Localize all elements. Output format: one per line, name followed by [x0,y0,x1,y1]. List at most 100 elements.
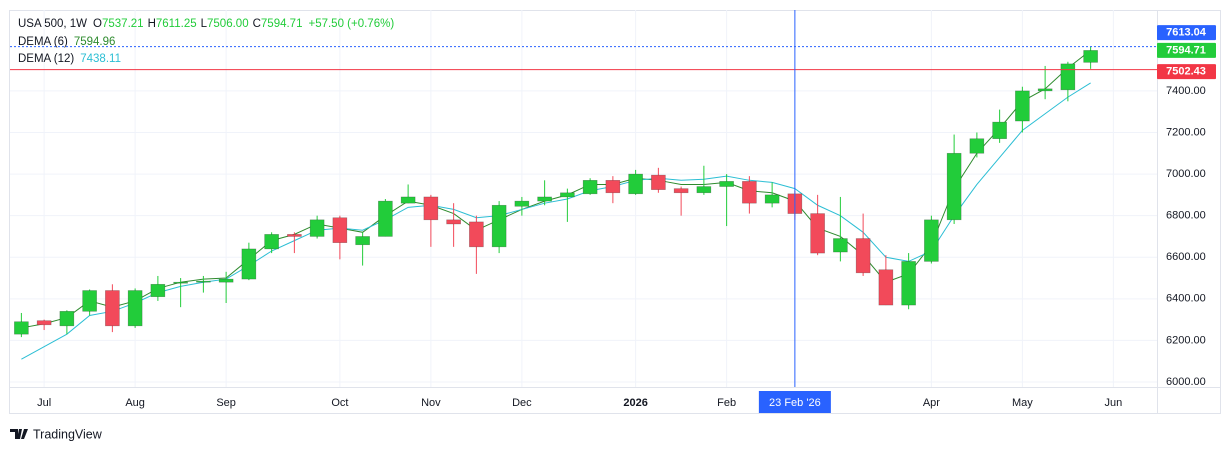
legend-name: DEMA (12) [18,53,74,65]
candle-body [196,280,211,283]
x-tick-label: Aug [125,397,145,409]
candle-body [560,192,575,198]
candle-body [446,219,461,225]
candle-body [742,181,757,204]
ohlc-value: 7611.25 [156,18,197,30]
crosshair-price-box [1157,25,1216,41]
crosshair-date-label: 23 Feb '26 [769,397,821,409]
candle-body [696,186,712,194]
ohlc-value: 7506.00 [207,18,249,30]
x-tick-label: Jun [1105,397,1123,409]
candle-body [1083,50,1098,63]
candle-body [992,121,1007,140]
candle-body [150,283,166,298]
candle-body [719,181,734,187]
candle-body [946,152,962,221]
branding: TradingView [10,427,103,441]
y-tick-label: 7200.00 [1166,126,1206,138]
candle-body [582,180,598,195]
dema-line [21,82,1091,360]
candle-body [469,221,484,248]
candle-body [810,213,825,254]
header: USA 500, 1W O7537.21 H7611.25 L7506.00 C7594… [18,18,394,30]
legend-entry: DEMA (6) 7594.96 [18,36,115,48]
legend: USA 500, 1W O7537.21 H7611.25 L7506.00 C7594… [18,18,394,65]
candle-body [82,290,97,312]
candle-body [127,290,143,327]
candle-body [241,248,257,280]
crosshair-date-box [758,391,831,413]
last-price-box [1157,42,1216,58]
candle-body [514,200,530,207]
y-tick-label: 6000.00 [1166,376,1206,388]
candle-body [400,196,416,204]
candle-body [423,196,439,221]
ohlc-value: 7537.21 [102,18,144,30]
candle-body [14,321,29,335]
y-tick-label: 6200.00 [1166,334,1206,346]
logo [10,429,28,439]
chart-frame [9,10,1221,414]
candle-body [628,173,643,195]
candle-body [218,278,234,283]
y-tick-label: 7000.00 [1166,168,1206,180]
legend-value: 7594.96 [74,36,116,48]
x-tick-label: Feb [717,397,736,409]
candle-body [287,234,302,237]
candle-body [309,219,325,237]
x-tick-label: Nov [421,397,441,409]
candle-body [332,217,348,243]
legend-name: DEMA (6) [18,36,68,48]
candle-body [1060,63,1076,91]
y-tick-label: 7400.00 [1166,85,1206,97]
ohlc-label: O [93,18,102,30]
candle-body [59,311,75,327]
candle-body [378,200,393,237]
x-tick-label: 2026 [623,397,647,409]
candle-body [173,281,188,284]
candle-body [264,234,279,250]
legend-value: 7438.11 [80,53,121,65]
ohlc-label: H [148,18,156,30]
candle-body [1037,88,1053,92]
candle-body [537,196,552,202]
candle-body [878,269,894,306]
candle-body [764,194,780,204]
candle-body [355,236,370,246]
candle-body [673,188,689,194]
x-tick-label: Apr [923,397,940,409]
last-price-label: 7594.71 [1166,44,1206,56]
change: +57.50 (+0.76%) [308,18,394,30]
candle-body [491,204,507,248]
axes: 6000.00 6200.00 6400.00 6600.00 6800.00 7000.… [37,25,1216,413]
candle-body [105,290,120,327]
price-line-box [1157,64,1216,80]
ohlc-label: C [253,18,261,30]
y-tick-label: 6600.00 [1166,251,1206,263]
x-tick-label: Jul [37,397,51,409]
ohlc-label: L [201,18,208,30]
candle-body [969,138,985,154]
price-line-label: 7502.43 [1166,65,1206,77]
legend-entry: DEMA (12) 7438.11 [18,53,121,65]
candle-body [1015,90,1030,122]
candle-body [651,174,666,190]
y-tick-label: 6800.00 [1166,210,1206,222]
candle-body [833,238,848,253]
y-tick-label: 6400.00 [1166,293,1206,305]
candle-body [605,180,621,194]
symbol: USA 500, 1W [18,18,87,30]
candle-body [901,261,916,306]
brand-name: TradingView [33,427,103,441]
candle-body [855,238,871,274]
x-tick-label: Oct [331,397,348,409]
ohlc-value: 7594.71 [261,18,303,30]
candle-body [924,219,939,262]
x-tick-label: May [1012,397,1033,409]
candle-body [36,320,52,326]
overlay [10,10,1157,387]
crosshair-price-label: 7613.04 [1166,26,1207,38]
x-tick-label: Dec [512,397,532,409]
x-tick-label: Sep [216,397,236,409]
